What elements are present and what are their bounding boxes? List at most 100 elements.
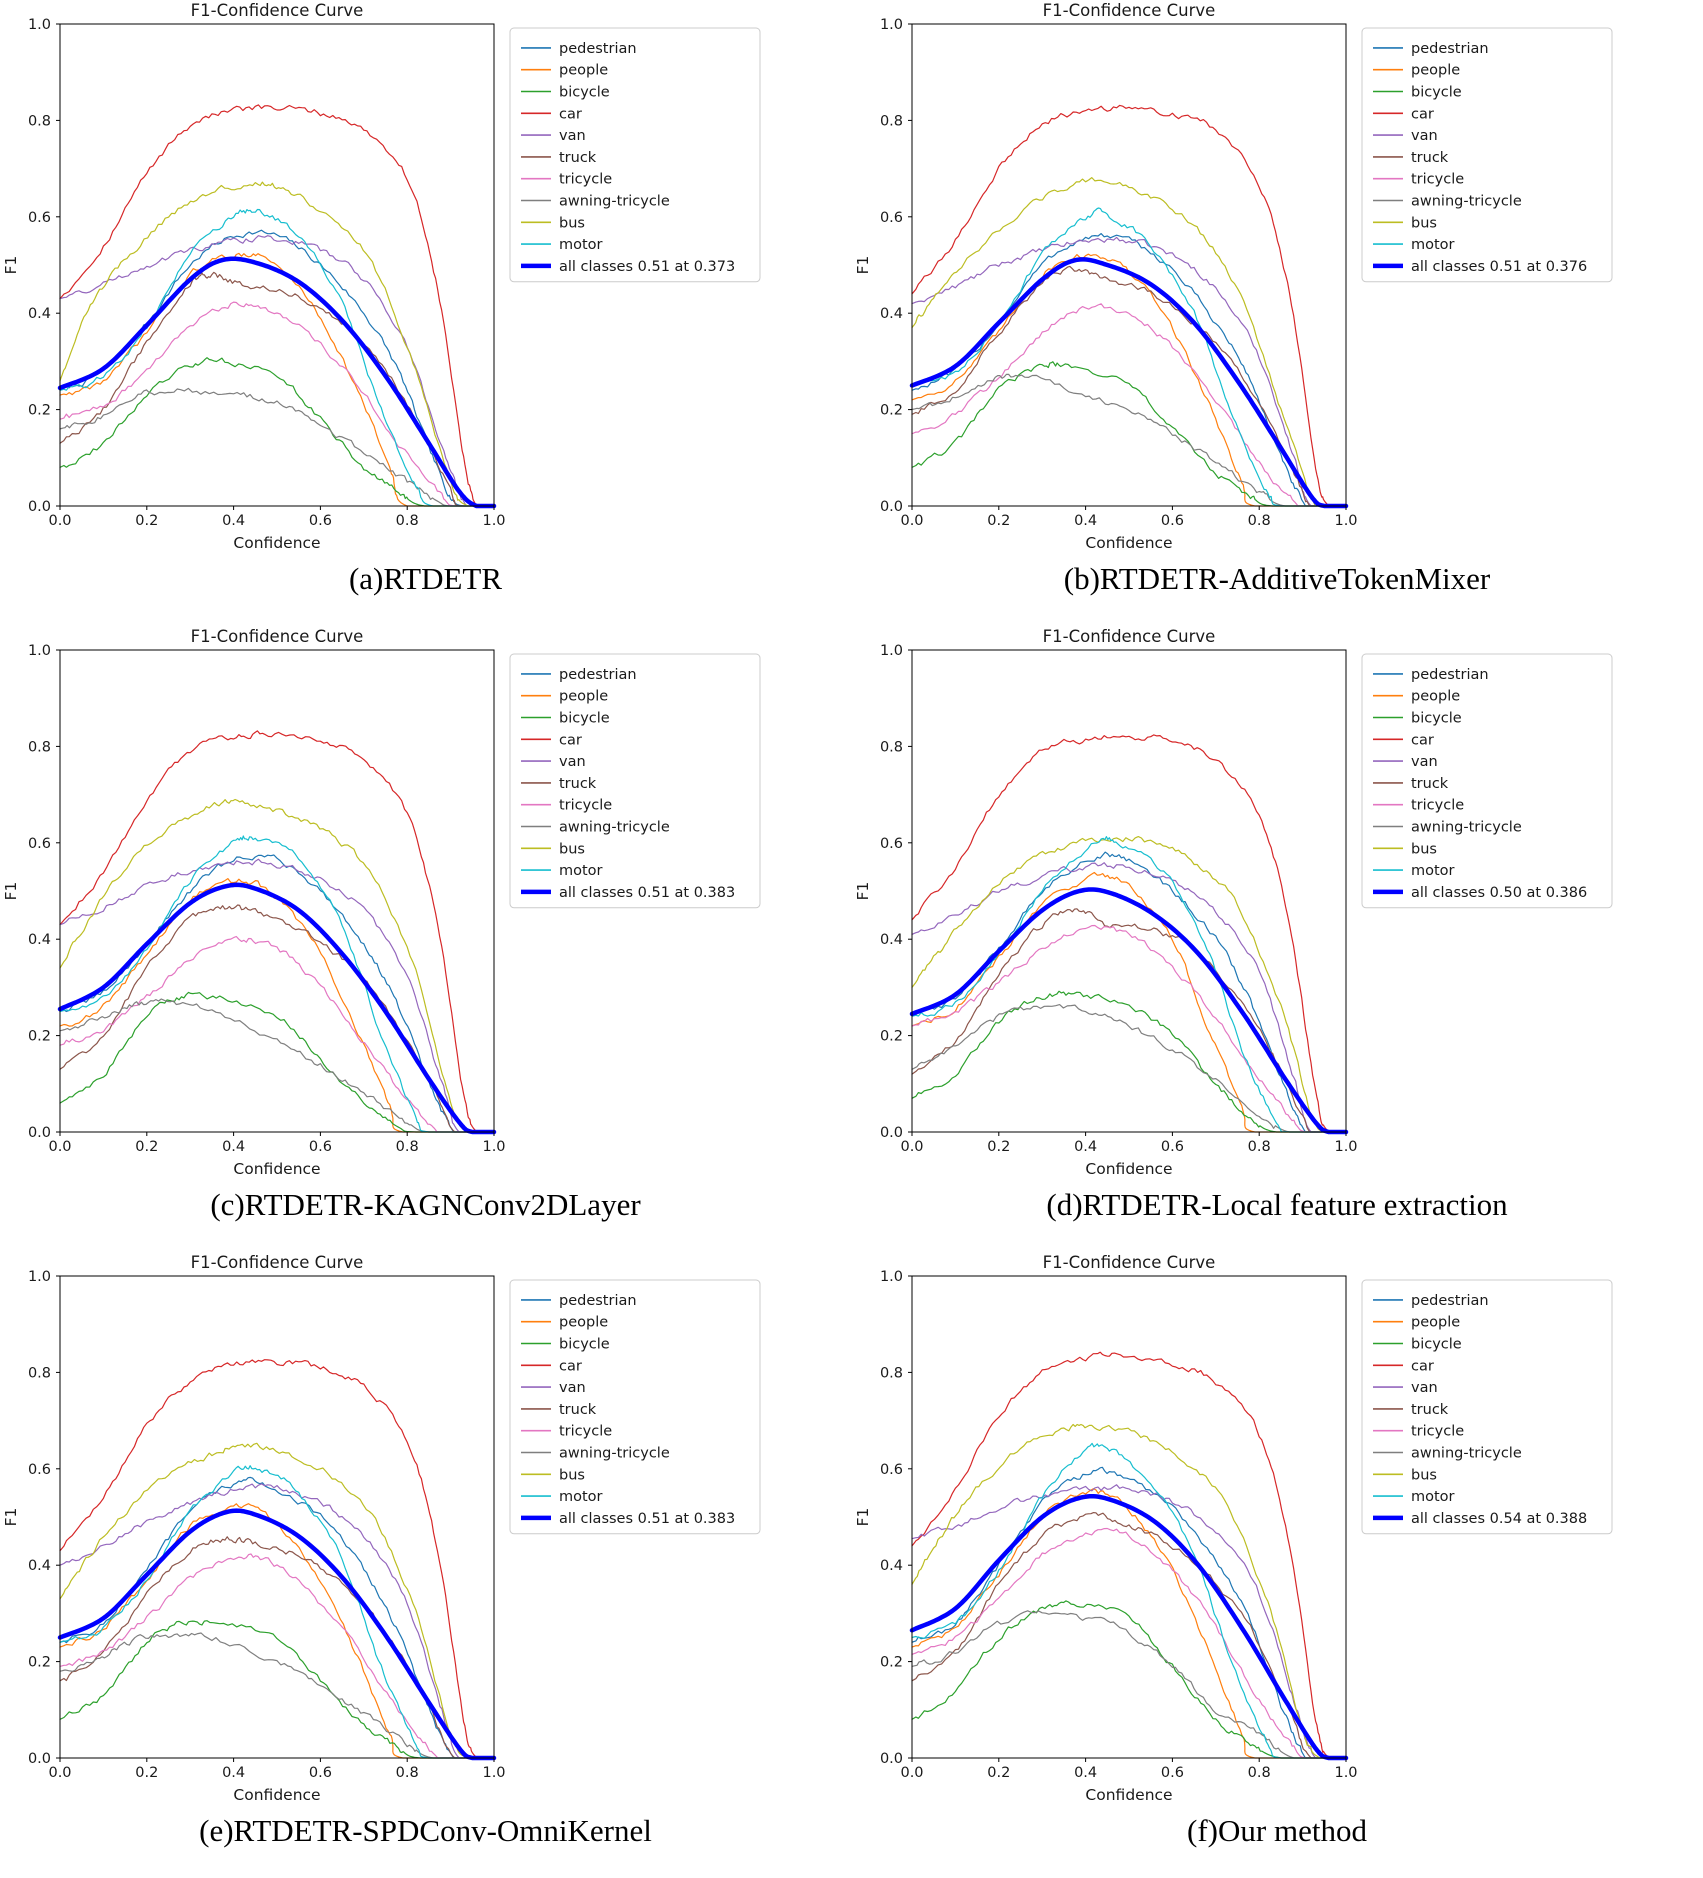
chart-caption-d: (d)RTDETR-Local feature extraction bbox=[1046, 1187, 1508, 1222]
y-tick-label: 0.4 bbox=[28, 932, 51, 948]
legend-label: all classes 0.51 at 0.383 bbox=[559, 1511, 735, 1527]
x-tick-label: 0.8 bbox=[396, 1765, 419, 1781]
plot-border bbox=[911, 649, 1346, 1133]
chart-title: F1-Confidence Curve bbox=[191, 1253, 364, 1272]
chart-caption-e: (e)RTDETR-SPDConv-OmniKernel bbox=[199, 1813, 652, 1848]
legend-label: tricycle bbox=[1411, 172, 1464, 188]
y-tick-label: 1.0 bbox=[28, 17, 51, 33]
f1-confidence-chart-e: 0.0 0.2 0.4 0.6 0.8 1.0 0.0 0.2 0.4 0.6 0.8 1.0 F1-C… bbox=[0, 1252, 851, 1808]
legend-label: awning-tricycle bbox=[559, 820, 670, 836]
series-pedestrian bbox=[59, 1476, 495, 1759]
legend-label: tricycle bbox=[1411, 1424, 1464, 1440]
f1-curve-svg: 0.0 0.2 0.4 0.6 0.8 1.0 0.0 0.2 0.4 0.6 0.8 1.0 F1-C… bbox=[854, 627, 1612, 1178]
x-axis-label: Confidence bbox=[1085, 1160, 1172, 1178]
x-tick-label: 0.8 bbox=[1247, 1139, 1270, 1155]
series-bicycle bbox=[59, 991, 495, 1133]
series-all-classes-0-54-at-0-388 bbox=[909, 1493, 1348, 1761]
legend-label: bus bbox=[559, 1467, 585, 1483]
x-tick-label: 0.0 bbox=[900, 513, 923, 529]
y-tick-label: 0.6 bbox=[879, 836, 902, 852]
legend-label: motor bbox=[559, 863, 603, 879]
legend-label: awning-tricycle bbox=[1411, 1446, 1522, 1462]
legend-label: bicycle bbox=[559, 1337, 610, 1353]
legend-label: van bbox=[559, 128, 586, 144]
x-tick-label: 0.6 bbox=[1160, 513, 1183, 529]
f1-curve-svg: 0.0 0.2 0.4 0.6 0.8 1.0 0.0 0.2 0.4 0.6 0.8 1.0 F1-C… bbox=[2, 627, 761, 1178]
chart-panel-a: 0.0 0.2 0.4 0.6 0.8 1.0 0.0 0.2 0.4 0.6 0.8 1.0 F1-C… bbox=[0, 0, 851, 626]
y-tick-label: 1.0 bbox=[28, 1269, 51, 1285]
legend-label: awning-tricycle bbox=[1411, 194, 1522, 210]
series-bicycle bbox=[910, 1600, 1347, 1759]
x-tick-label: 0.2 bbox=[135, 1139, 158, 1155]
series-car bbox=[59, 104, 495, 507]
y-tick-label: 1.0 bbox=[879, 17, 902, 33]
series-people bbox=[910, 253, 1347, 507]
series-awning-tricycle bbox=[59, 387, 495, 507]
x-tick-label: 0.4 bbox=[222, 513, 245, 529]
series-truck bbox=[59, 271, 495, 507]
series-tricycle bbox=[910, 303, 1347, 507]
x-tick-label: 0.8 bbox=[396, 513, 419, 529]
x-tick-label: 0.6 bbox=[309, 1765, 332, 1781]
y-tick-label: 0.8 bbox=[879, 113, 902, 129]
x-tick-label: 1.0 bbox=[482, 513, 505, 529]
chart-panel-d: 0.0 0.2 0.4 0.6 0.8 1.0 0.0 0.2 0.4 0.6 0.8 1.0 F1-C… bbox=[851, 626, 1703, 1252]
series-truck bbox=[910, 265, 1347, 507]
x-axis-label: Confidence bbox=[233, 1786, 320, 1804]
legend-label: all classes 0.51 at 0.373 bbox=[559, 259, 735, 275]
legend-label: all classes 0.51 at 0.376 bbox=[1411, 259, 1587, 275]
series-motor bbox=[59, 1465, 495, 1759]
x-tick-label: 0.0 bbox=[48, 1765, 71, 1781]
legend-label: motor bbox=[1411, 1489, 1455, 1505]
x-tick-label: 1.0 bbox=[482, 1139, 505, 1155]
legend-label: truck bbox=[1411, 1402, 1449, 1418]
legend-label: pedestrian bbox=[559, 1293, 637, 1309]
y-tick-label: 0.6 bbox=[28, 836, 51, 852]
y-tick-label: 0.6 bbox=[879, 210, 902, 226]
legend-label: bicycle bbox=[559, 711, 610, 727]
legend-label: truck bbox=[1411, 150, 1449, 166]
x-tick-label: 0.6 bbox=[1160, 1765, 1183, 1781]
legend: pedestrian people bicycle car van truck tricyc… bbox=[1361, 1279, 1612, 1535]
legend-box bbox=[1361, 653, 1612, 909]
x-tick-label: 0.0 bbox=[900, 1765, 923, 1781]
y-tick-label: 0.8 bbox=[28, 1365, 51, 1381]
chart-panel-e: 0.0 0.2 0.4 0.6 0.8 1.0 0.0 0.2 0.4 0.6 0.8 1.0 F1-C… bbox=[0, 1252, 851, 1878]
series-all-classes-0-51-at-0-373 bbox=[57, 256, 497, 509]
y-tick-label: 1.0 bbox=[879, 1269, 902, 1285]
series-motor bbox=[59, 835, 495, 1133]
series-pedestrian bbox=[910, 851, 1347, 1133]
legend-label: car bbox=[559, 106, 582, 122]
series-van bbox=[910, 862, 1347, 1133]
y-tick-label: 0.0 bbox=[28, 1125, 51, 1141]
series-bus bbox=[59, 798, 495, 1133]
y-tick-label: 0.0 bbox=[879, 1751, 902, 1767]
x-tick-label: 0.6 bbox=[309, 1139, 332, 1155]
x-tick-label: 1.0 bbox=[1334, 1765, 1357, 1781]
y-tick-label: 0.2 bbox=[879, 1029, 902, 1045]
legend-label: van bbox=[1411, 1380, 1438, 1396]
series-people bbox=[910, 871, 1347, 1133]
y-tick-label: 0.4 bbox=[879, 1558, 902, 1574]
x-tick-label: 0.8 bbox=[396, 1139, 419, 1155]
series-tricycle bbox=[910, 1527, 1347, 1759]
legend-label: truck bbox=[1411, 776, 1449, 792]
legend-label: people bbox=[1411, 1315, 1460, 1331]
legend-label: all classes 0.54 at 0.388 bbox=[1411, 1511, 1587, 1527]
f1-confidence-chart-a: 0.0 0.2 0.4 0.6 0.8 1.0 0.0 0.2 0.4 0.6 0.8 1.0 F1-C… bbox=[0, 0, 851, 556]
series-motor bbox=[910, 836, 1347, 1133]
x-tick-label: 0.2 bbox=[135, 513, 158, 529]
legend-box bbox=[509, 653, 761, 909]
series-truck bbox=[910, 908, 1347, 1133]
legend-label: people bbox=[1411, 63, 1460, 79]
x-tick-label: 0.6 bbox=[309, 513, 332, 529]
x-tick-label: 0.0 bbox=[900, 1139, 923, 1155]
series-car bbox=[910, 104, 1347, 507]
x-tick-label: 0.4 bbox=[222, 1139, 245, 1155]
y-tick-label: 0.8 bbox=[28, 739, 51, 755]
series-car bbox=[910, 1351, 1347, 1759]
legend-label: van bbox=[1411, 128, 1438, 144]
y-tick-label: 0.0 bbox=[879, 499, 902, 515]
legend-label: truck bbox=[559, 1402, 597, 1418]
series-van bbox=[910, 236, 1347, 507]
